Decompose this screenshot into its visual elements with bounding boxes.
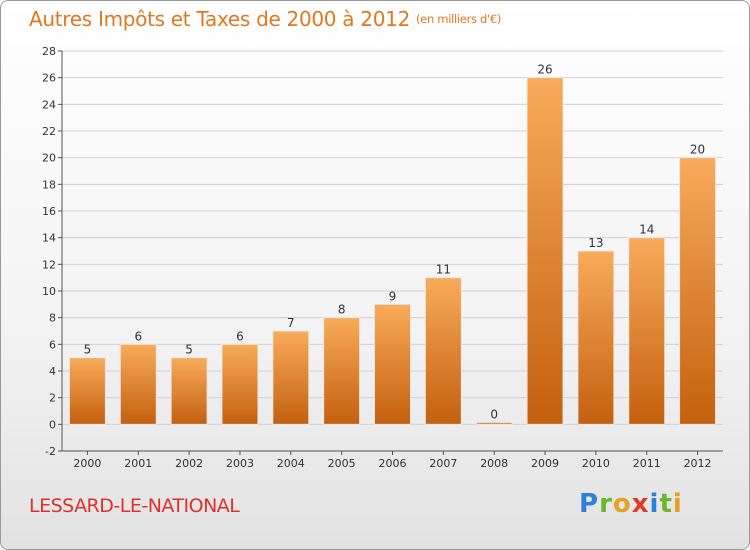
- x-tick-label-2010: 2010: [582, 457, 610, 470]
- y-tick-label: -2: [45, 445, 56, 458]
- proxiti-logo[interactable]: Proxiti: [579, 489, 683, 519]
- bar-2011: [628, 237, 666, 425]
- y-tick-label: 26: [42, 72, 56, 85]
- bar-2000: [68, 357, 106, 425]
- data-label-2003: 6: [236, 329, 244, 343]
- bar-2009: [526, 77, 564, 425]
- y-tick-label: 8: [49, 312, 56, 325]
- logo-letter: i: [649, 489, 660, 519]
- y-tick-label: 10: [42, 285, 56, 298]
- y-tick-label: 20: [42, 152, 56, 165]
- x-tick-label-2004: 2004: [277, 457, 305, 470]
- data-label-2005: 8: [338, 303, 346, 317]
- y-tick-label: 2: [49, 392, 56, 405]
- x-tick-label-2009: 2009: [531, 457, 559, 470]
- x-tick-label-2006: 2006: [379, 457, 407, 470]
- logo-letter: t: [659, 489, 673, 519]
- bar-2006: [374, 303, 411, 425]
- data-label-2002: 5: [185, 343, 193, 357]
- y-tick-label: 28: [42, 45, 56, 58]
- data-label-2006: 9: [389, 289, 397, 303]
- y-tick-label: 14: [42, 232, 56, 245]
- logo-letter: P: [579, 489, 600, 519]
- logo-letter: x: [631, 489, 650, 519]
- y-tick-label: 18: [42, 178, 56, 191]
- bar-2012: [679, 157, 717, 425]
- y-tick-label: 4: [49, 365, 56, 378]
- x-tick-label-2011: 2011: [633, 457, 661, 470]
- bar-2001: [119, 343, 157, 425]
- y-tick-label: 22: [42, 125, 56, 138]
- data-label-2000: 5: [84, 343, 92, 357]
- x-tick-label-2008: 2008: [480, 457, 508, 470]
- data-label-2012: 20: [690, 143, 705, 157]
- x-tick-label-2003: 2003: [226, 457, 254, 470]
- x-tick-label-2001: 2001: [124, 457, 152, 470]
- bar-2002: [170, 357, 208, 425]
- y-tick-label: 0: [49, 418, 56, 431]
- y-tick-label: 12: [42, 258, 56, 271]
- title-text: Autres Impôts et Taxes de 2000 à 2012: [29, 7, 410, 31]
- bar-2007: [424, 277, 462, 425]
- location-name: LESSARD-LE-NATIONAL: [29, 495, 240, 517]
- data-label-2010: 13: [588, 236, 603, 250]
- bar-2010: [577, 250, 615, 425]
- y-tick-label: 16: [42, 205, 56, 218]
- x-tick-label-2007: 2007: [429, 457, 457, 470]
- bar-layer: [68, 77, 717, 425]
- bar-2004: [272, 330, 310, 425]
- chart-title: Autres Impôts et Taxes de 2000 à 2012 (en…: [29, 7, 501, 31]
- logo-letter: r: [599, 489, 613, 519]
- logo-letter: o: [612, 489, 632, 519]
- logo-letter: i: [672, 489, 683, 519]
- data-label-2007: 11: [436, 263, 451, 277]
- data-label-2001: 6: [134, 329, 142, 343]
- x-tick-label-2000: 2000: [73, 457, 101, 470]
- y-tick-label: 6: [49, 338, 56, 351]
- x-tick-label-2012: 2012: [684, 457, 712, 470]
- y-tick-label: 24: [42, 98, 56, 111]
- bar-2005: [323, 317, 361, 425]
- bar-2008: [475, 421, 513, 425]
- data-label-2011: 14: [639, 223, 654, 237]
- data-label-2004: 7: [287, 316, 295, 330]
- data-label-2009: 26: [537, 63, 552, 77]
- data-label-2008: 0: [490, 407, 498, 421]
- label-layer: 5 6 5 6 7 8 9 11 0 26 13 14 20: [84, 63, 706, 422]
- x-tick-label-2002: 2002: [175, 457, 203, 470]
- unit-note: (en milliers d'€): [416, 12, 502, 26]
- x-tick-label-2005: 2005: [328, 457, 356, 470]
- bar-2003: [221, 343, 259, 425]
